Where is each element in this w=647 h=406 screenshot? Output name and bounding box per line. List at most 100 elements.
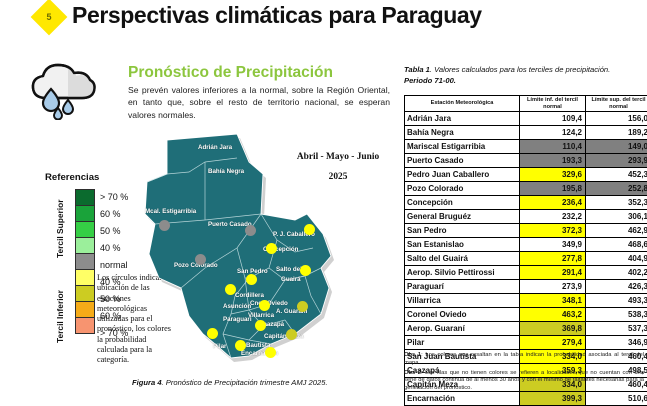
upper-limit-cell: 452,3 (586, 168, 647, 182)
legend-swatch-0 (75, 189, 95, 206)
station-name-cell: Villarrica (405, 294, 520, 308)
table-note-1-label: Obs 1 (404, 352, 421, 358)
upper-limit-cell: 493,3 (586, 294, 647, 308)
upper-limit-cell: 537,3 (586, 322, 647, 336)
map-station-marker[interactable] (207, 328, 218, 339)
station-name-cell: Salto del Guairá (405, 252, 520, 266)
table-note-1: Obs 1: Los colores que resaltan en la ta… (404, 352, 644, 368)
station-name-cell: Pozo Colorado (405, 182, 520, 196)
figure-caption-prefix: Figura 4 (132, 378, 162, 387)
legend-upper-tercile-label: Tercil Superior (55, 190, 65, 258)
map-label-1: Bahía Negra (208, 168, 244, 175)
map-station-marker[interactable] (259, 300, 270, 311)
map-label-0: Adrián Jara (198, 144, 232, 151)
station-name-cell: Pilar (405, 336, 520, 350)
legend-swatch-6 (75, 285, 95, 302)
table-caption-text: . Valores calculados para los terciles d… (430, 65, 610, 74)
map-station-marker[interactable] (159, 220, 170, 231)
map-station-marker[interactable] (245, 225, 256, 236)
forecast-heading: Pronóstico de Precipitación (128, 64, 333, 82)
lower-limit-cell: 195,8 (520, 182, 586, 196)
lower-limit-cell: 279,4 (520, 336, 586, 350)
lower-limit-cell: 193,3 (520, 154, 586, 168)
map-station-marker[interactable] (195, 254, 206, 265)
legend-swatch-7 (75, 301, 95, 318)
lower-limit-cell: 348,1 (520, 294, 586, 308)
station-name-cell: Bahía Negra (405, 126, 520, 140)
map-station-marker[interactable] (304, 224, 315, 235)
map-station-marker[interactable] (266, 243, 277, 254)
map-label-10: Cordillera (235, 292, 264, 299)
upper-limit-cell: 293,9 (586, 154, 647, 168)
lower-limit-cell: 110,4 (520, 140, 586, 154)
map-station-marker[interactable] (300, 265, 311, 276)
map-label-9: Guairá (281, 276, 301, 283)
section-badge-number: 5 (36, 4, 62, 30)
map-label-18: Pilar (213, 343, 226, 350)
station-name-cell: Puerto Casado (405, 154, 520, 168)
upper-limit-cell: 538,3 (586, 308, 647, 322)
upper-limit-cell: 468,6 (586, 238, 647, 252)
map-station-marker[interactable] (255, 320, 266, 331)
map-station-marker[interactable] (265, 347, 276, 358)
map-station-marker[interactable] (286, 329, 297, 340)
legend-title: Referencias (45, 172, 99, 183)
station-name-cell: Mariscal Estigarribia (405, 140, 520, 154)
legend-swatch-8 (75, 317, 95, 334)
legend-swatch-2 (75, 221, 95, 238)
station-name-cell: Paraguarí (405, 280, 520, 294)
legend-swatch-label-0: > 70 % (100, 189, 128, 206)
rain-cloud-icon (24, 58, 104, 120)
station-name-cell: San Pedro (405, 224, 520, 238)
station-name-cell: General Bruguéz (405, 210, 520, 224)
map-station-marker[interactable] (235, 340, 246, 351)
map-label-2: Mcal. Estigarribia (145, 208, 196, 215)
table-notes: Obs 1: Los colores que resaltan en la ta… (404, 352, 644, 395)
lower-limit-cell: 349,9 (520, 238, 586, 252)
map-station-marker[interactable] (297, 301, 308, 312)
table-note-2: Obs 2: Las filas que no tienen colores s… (404, 370, 644, 393)
upper-limit-cell: 402,2 (586, 266, 647, 280)
upper-limit-cell: 149,0 (586, 140, 647, 154)
page-title: Perspectivas climáticas para Paraguay (72, 2, 482, 29)
upper-limit-cell: 156,0 (586, 112, 647, 126)
upper-limit-cell: 426,3 (586, 280, 647, 294)
table-caption-period: Periodo 71-00. (404, 75, 644, 86)
map-label-15: Paraguarí (223, 316, 252, 323)
table-caption: Tabla 1. Valores calculados para los ter… (404, 64, 644, 87)
upper-limit-cell: 346,9 (586, 336, 647, 350)
map-label-13: Asunción (223, 303, 251, 310)
page-header: 5 Perspectivas climáticas para Paraguay (0, 0, 647, 42)
upper-limit-cell: 404,9 (586, 252, 647, 266)
figure-caption-text: . Pronóstico de Precipitación trimestre … (162, 378, 328, 387)
table-note-1-text: : Los colores que resaltan en la tabla i… (404, 352, 644, 366)
legend-swatch-4 (75, 253, 95, 270)
forecast-description: Se prevén valores inferiores a la normal… (128, 84, 390, 121)
legend-swatch-label-2: 50 % (100, 223, 128, 240)
paraguay-forecast-map: Adrián Jara Bahía Negra Mcal. Estigarribia… (145, 128, 395, 373)
upper-limit-cell: 252,8 (586, 182, 647, 196)
upper-limit-cell: 306,1 (586, 210, 647, 224)
legend-swatch-1 (75, 205, 95, 222)
map-station-marker[interactable] (246, 274, 257, 285)
station-name-cell: Aerop. Silvio Pettirossi (405, 266, 520, 280)
lower-limit-cell: 109,4 (520, 112, 586, 126)
lower-limit-cell: 291,4 (520, 266, 586, 280)
map-station-marker[interactable] (225, 284, 236, 295)
lower-limit-cell: 232,2 (520, 210, 586, 224)
station-name-cell: Pedro Juan Caballero (405, 168, 520, 182)
